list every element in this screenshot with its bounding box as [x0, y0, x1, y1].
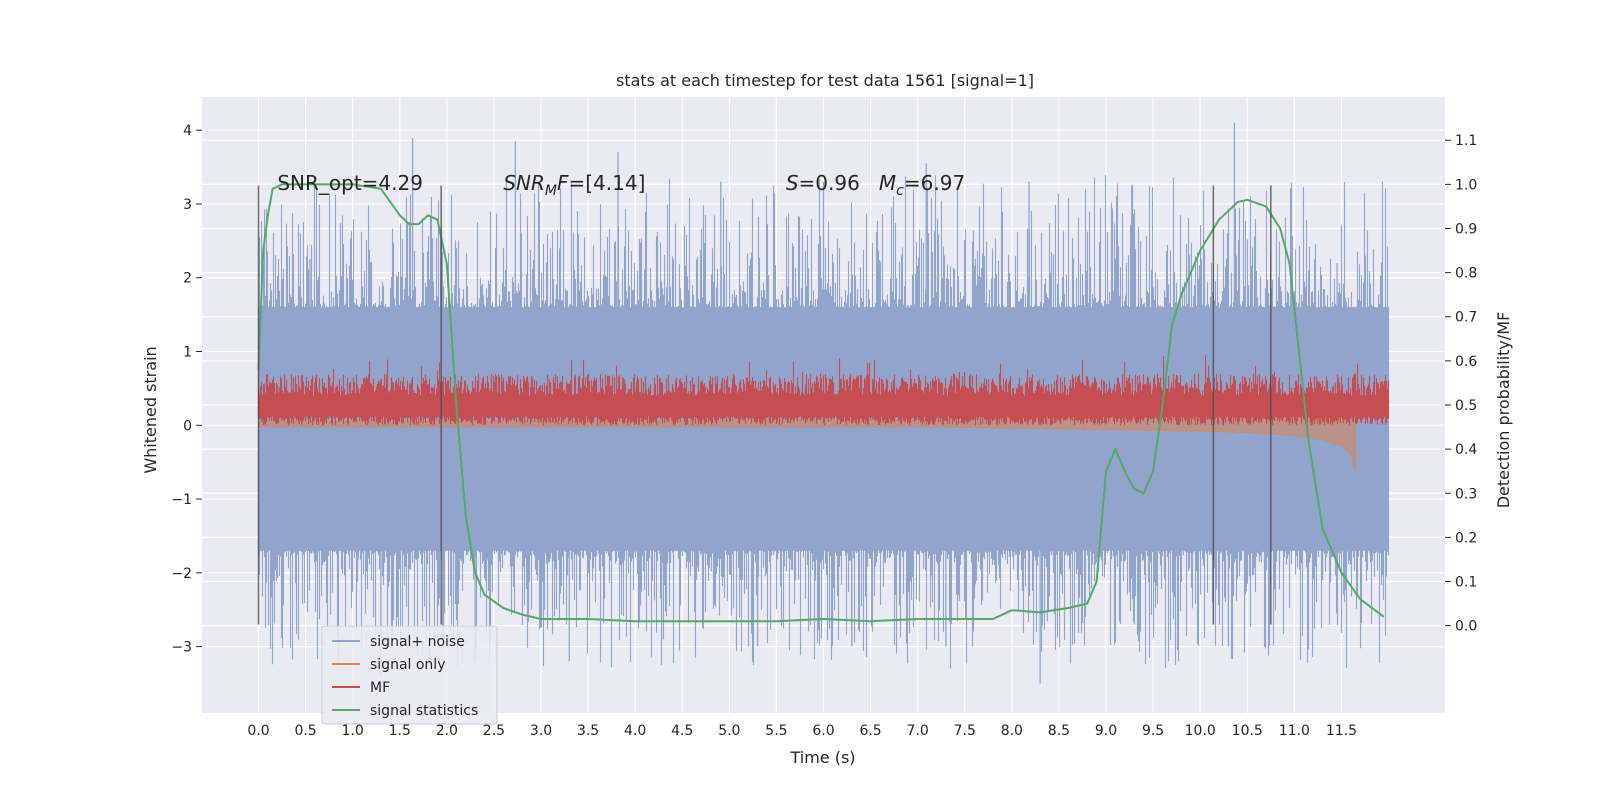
- y-tick-label: 3: [183, 197, 192, 213]
- vertical-markers: [257, 185, 1272, 625]
- y2-tick-label: 1.1: [1455, 133, 1477, 149]
- y2-tick-label: 0.0: [1455, 619, 1477, 635]
- y-tick-label: 4: [183, 123, 192, 139]
- x-tick-label: 9.5: [1142, 723, 1164, 739]
- x-tick-label: 8.0: [1001, 723, 1023, 739]
- legend-entry: signal+ noise: [370, 634, 465, 650]
- y2-tick-label: 0.1: [1455, 575, 1477, 591]
- series-signal-statistics: [257, 183, 1385, 623]
- y-tick-label: −1: [171, 492, 192, 508]
- x-tick-label: 10.0: [1185, 723, 1216, 739]
- y2-tick-label: 0.8: [1455, 266, 1477, 282]
- y2-axis-ticks: 0.0 0.1 0.2 0.3 0.4 0.5 0.6 0.7 0.8 0.9 1.0 1.1: [1445, 133, 1477, 635]
- y2-tick-label: 0.5: [1455, 398, 1477, 414]
- plot-layer: [257, 122, 1390, 684]
- x-axis-label: Time (s): [789, 748, 855, 767]
- y2-axis-label: Detection probability/MF: [1494, 312, 1513, 509]
- y-tick-label: 1: [183, 345, 192, 361]
- y2-tick-label: 0.3: [1455, 486, 1477, 502]
- x-tick-label: 0.5: [294, 723, 316, 739]
- x-tick-label: 5.5: [765, 723, 787, 739]
- y-axis-ticks: −3 −2 −1 0 1 2 3 4: [171, 123, 202, 656]
- legend-entry: signal only: [370, 657, 445, 673]
- y2-tick-label: 0.6: [1455, 354, 1477, 370]
- x-tick-label: 4.5: [671, 723, 693, 739]
- y-tick-label: 0: [183, 418, 192, 434]
- x-tick-label: 6.5: [859, 723, 881, 739]
- annotation-snr-opt: SNR_opt=4.29: [277, 171, 423, 195]
- y-tick-label: 2: [183, 271, 192, 287]
- y-axis-label: Whitened strain: [141, 346, 160, 473]
- x-tick-label: 6.0: [812, 723, 834, 739]
- x-tick-label: 2.0: [436, 723, 458, 739]
- y2-tick-label: 0.7: [1455, 310, 1477, 326]
- y2-tick-label: 0.4: [1455, 442, 1477, 458]
- chart-title: stats at each timestep for test data 156…: [616, 71, 1034, 90]
- x-tick-label: 2.5: [483, 723, 505, 739]
- x-tick-label: 3.5: [577, 723, 599, 739]
- y2-tick-label: 0.9: [1455, 221, 1477, 237]
- series-signal-noise-peaks: [286, 122, 1338, 684]
- x-tick-label: 8.5: [1048, 723, 1070, 739]
- y-tick-label: −3: [171, 640, 192, 656]
- x-tick-label: 3.0: [530, 723, 552, 739]
- y2-tick-label: 1.0: [1455, 177, 1477, 193]
- y-tick-label: −2: [171, 566, 192, 582]
- x-tick-label: 1.0: [342, 723, 364, 739]
- legend: signal+ noise signal only MF signal statist…: [321, 625, 498, 725]
- x-tick-label: 1.5: [389, 723, 411, 739]
- x-tick-label: 7.5: [954, 723, 976, 739]
- x-tick-label: 5.0: [718, 723, 740, 739]
- x-tick-label: 11.5: [1326, 723, 1357, 739]
- y2-tick-label: 0.2: [1455, 530, 1477, 546]
- x-tick-label: 0.0: [247, 723, 269, 739]
- x-tick-label: 4.0: [624, 723, 646, 739]
- x-axis-ticks: 0.0 0.5 1.0 1.5 2.0 2.5 3.0 3.5 4.0 4.5 5.0 5.5 6.0 6…: [247, 723, 1357, 739]
- annotations: SNR_opt=4.29 SNRMF=[4.14] S=0.96 Mc=6.97: [277, 171, 965, 199]
- x-tick-label: 9.0: [1095, 723, 1117, 739]
- x-tick-label: 11.0: [1279, 723, 1310, 739]
- legend-frame: [321, 625, 498, 725]
- annotation-s-mc: S=0.96 Mc=6.97: [786, 171, 965, 199]
- legend-entry: MF: [370, 680, 390, 696]
- x-tick-label: 10.5: [1232, 723, 1263, 739]
- legend-entry: signal statistics: [370, 703, 478, 719]
- annotation-snr-mf: SNRMF=[4.14]: [503, 171, 645, 199]
- x-tick-label: 7.0: [907, 723, 929, 739]
